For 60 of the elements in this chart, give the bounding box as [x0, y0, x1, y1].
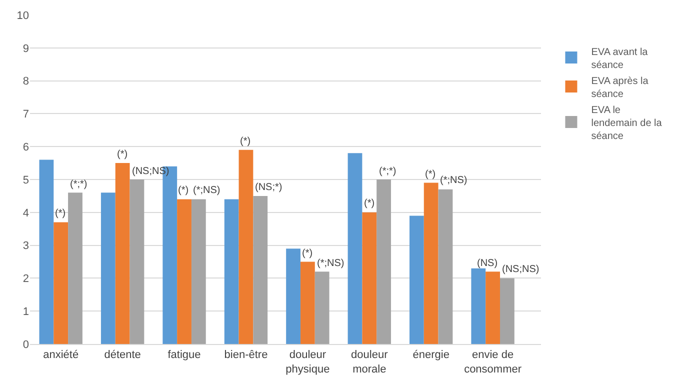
data-label: (NS) — [477, 258, 498, 269]
bar — [486, 272, 500, 344]
y-tick-label: 5 — [22, 174, 29, 186]
data-label: (*;NS) — [193, 185, 220, 196]
bar — [39, 160, 54, 344]
bar — [500, 278, 514, 344]
legend-label: EVA avant la séance — [591, 46, 648, 71]
data-label: (*) — [364, 198, 375, 209]
y-tick-label: 8 — [22, 76, 29, 88]
data-label: (*;NS) — [317, 258, 344, 269]
bar — [410, 216, 424, 344]
data-label: (*;*) — [379, 166, 396, 177]
bar — [471, 268, 486, 344]
bar — [191, 199, 206, 344]
y-tick-label: 2 — [22, 273, 29, 286]
x-tick-label: envie de consommer — [464, 349, 522, 376]
bar — [100, 192, 116, 344]
bar — [286, 248, 300, 344]
x-tick-label: douleur morale — [351, 349, 388, 376]
data-label: (NS;*) — [255, 182, 282, 193]
bar — [253, 196, 268, 344]
bar — [314, 272, 330, 344]
bar — [424, 182, 438, 344]
legend-label: EVA le lendemain de la séance — [591, 104, 662, 142]
y-tick-label: 4 — [22, 207, 29, 220]
bar — [224, 199, 239, 344]
x-tick-label: douleur physique — [286, 349, 330, 376]
x-tick-label: énergie — [412, 349, 450, 362]
bar — [348, 153, 362, 344]
y-tick-label: 9 — [22, 42, 29, 55]
bar — [68, 192, 82, 344]
bar — [130, 180, 144, 344]
y-tick-label: 3 — [22, 240, 29, 252]
bar — [238, 150, 254, 344]
bar — [115, 163, 130, 344]
data-label: (*) — [425, 169, 436, 180]
bar — [438, 189, 453, 344]
x-tick-label: bien-être — [224, 349, 268, 362]
data-label: (*) — [178, 185, 189, 196]
data-label: (*) — [240, 136, 251, 147]
data-label: (*;NS) — [440, 175, 468, 186]
x-tick-label: détente — [104, 349, 141, 362]
y-tick-label: 0 — [22, 338, 29, 351]
bar — [300, 262, 315, 344]
bar — [177, 199, 192, 344]
data-label: (*;*) — [70, 179, 88, 190]
data-label: (*) — [117, 149, 128, 160]
data-label: (*) — [302, 248, 313, 259]
bar — [362, 212, 377, 344]
y-tick-label: 6 — [22, 141, 29, 154]
data-label: (NS;NS) — [502, 264, 540, 275]
x-tick-label: fatigue — [168, 349, 201, 362]
y-tick-label: 1 — [22, 306, 29, 318]
y-tick-label: 10 — [16, 10, 29, 22]
y-tick-label: 7 — [22, 108, 29, 121]
x-tick-label: anxiété — [43, 349, 79, 362]
legend-label: EVA après la séance — [591, 76, 649, 100]
bar — [54, 222, 68, 344]
data-label: (*) — [55, 208, 66, 219]
bar — [376, 180, 391, 344]
